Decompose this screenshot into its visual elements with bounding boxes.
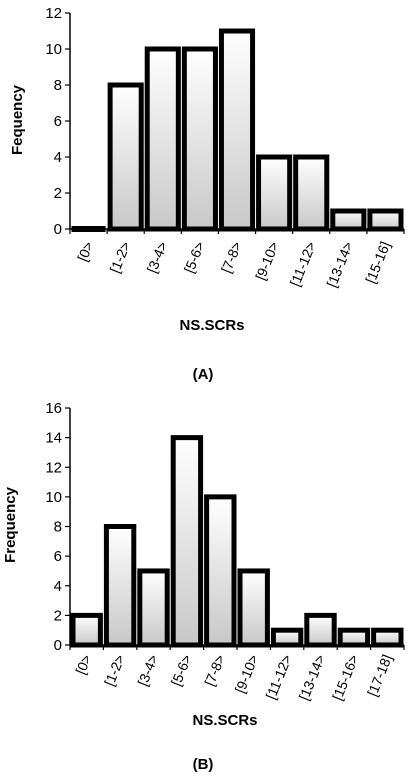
chart-panel-a: Fequency NS.SCRs (A) 0 2 4 6 8 10 12 [0> [1-2> [3… [9, 5, 405, 383]
y-tick-label-b: 2 [54, 607, 62, 624]
bar-a-1 [107, 82, 144, 232]
x-tick-label-b: [15-16> [329, 652, 362, 702]
bar-a-4 [218, 28, 256, 232]
bar-b-9 [371, 627, 404, 648]
x-tick-label-a: [0> [74, 239, 96, 263]
bar-b-6 [270, 627, 304, 648]
y-tick-label-b: 12 [45, 459, 62, 476]
x-tick-label-a: [9-10> [252, 239, 282, 282]
x-tick-label-b: [5-6> [168, 652, 195, 688]
y-tick-label-a: 12 [45, 5, 62, 22]
y-tick-label-a: 10 [45, 41, 62, 58]
x-tick-label-b: [9-10> [232, 652, 262, 695]
bar-b-2 [137, 568, 170, 648]
y-axis-title-b: Frequency [2, 486, 19, 563]
x-tick-label-a: [15-16] [362, 239, 393, 285]
x-tick-label-b: [0> [72, 652, 94, 676]
y-tick-label-b: 0 [54, 637, 62, 654]
y-tick-label-a: 8 [54, 77, 62, 94]
bar-b-3 [170, 435, 204, 648]
x-axis-title-b: NS.SCRs [192, 712, 257, 729]
x-tick-label-b: [11-12> [262, 652, 294, 701]
y-tick-label-b: 8 [54, 519, 62, 536]
y-tick-label-a: 2 [54, 185, 62, 202]
x-tick-label-a: [5-6> [181, 239, 208, 275]
bar-a-6 [293, 154, 330, 232]
bar-b-4 [204, 494, 237, 648]
bar-b-7 [304, 612, 337, 648]
bar-a-3 [181, 46, 218, 232]
x-tick-label-b: [13-14> [296, 652, 329, 702]
x-tick-label-a: [7-8> [218, 239, 245, 275]
panel-label-b: (B) [193, 756, 214, 773]
bar-b-5 [237, 568, 270, 648]
y-tick-label-b: 6 [54, 548, 62, 565]
x-tick-label-a: [11-12> [287, 239, 319, 288]
bar-b-1 [103, 524, 137, 648]
bar-a-8 [367, 208, 404, 232]
panel-label-a: (A) [193, 366, 214, 383]
bar-a-2 [144, 46, 181, 232]
x-tick-label-b: [17-18] [364, 652, 395, 698]
x-tick-label-a: [1-2> [107, 239, 134, 275]
y-tick-label-b: 4 [54, 578, 62, 595]
x-axis-title-a: NS.SCRs [179, 317, 244, 334]
y-tick-label-b: 16 [45, 400, 62, 417]
chart-panel-b: Frequency NS.SCRs (B) 0 2 4 6 8 10 12 14 16 [0> [1… [2, 400, 405, 773]
x-tick-label-b: [3-4> [134, 652, 161, 688]
y-axis-title-a: Fequency [9, 84, 26, 155]
x-tick-label-a: [13-14> [323, 239, 356, 289]
bar-a-0 [71, 226, 106, 232]
y-tick-label-b: 14 [45, 430, 62, 447]
y-tick-label-a: 6 [54, 113, 62, 130]
bar-b-0 [70, 612, 103, 648]
bar-a-5 [256, 154, 293, 232]
x-tick-label-b: [1-2> [101, 652, 128, 688]
x-tick-label-b: [7-8> [201, 652, 228, 688]
bar-a-7 [330, 208, 367, 232]
bar-b-8 [337, 627, 371, 648]
y-tick-label-a: 4 [54, 149, 62, 166]
y-tick-label-b: 10 [45, 489, 62, 506]
y-tick-label-a: 0 [54, 221, 62, 238]
x-tick-label-a: [3-4> [144, 239, 171, 275]
